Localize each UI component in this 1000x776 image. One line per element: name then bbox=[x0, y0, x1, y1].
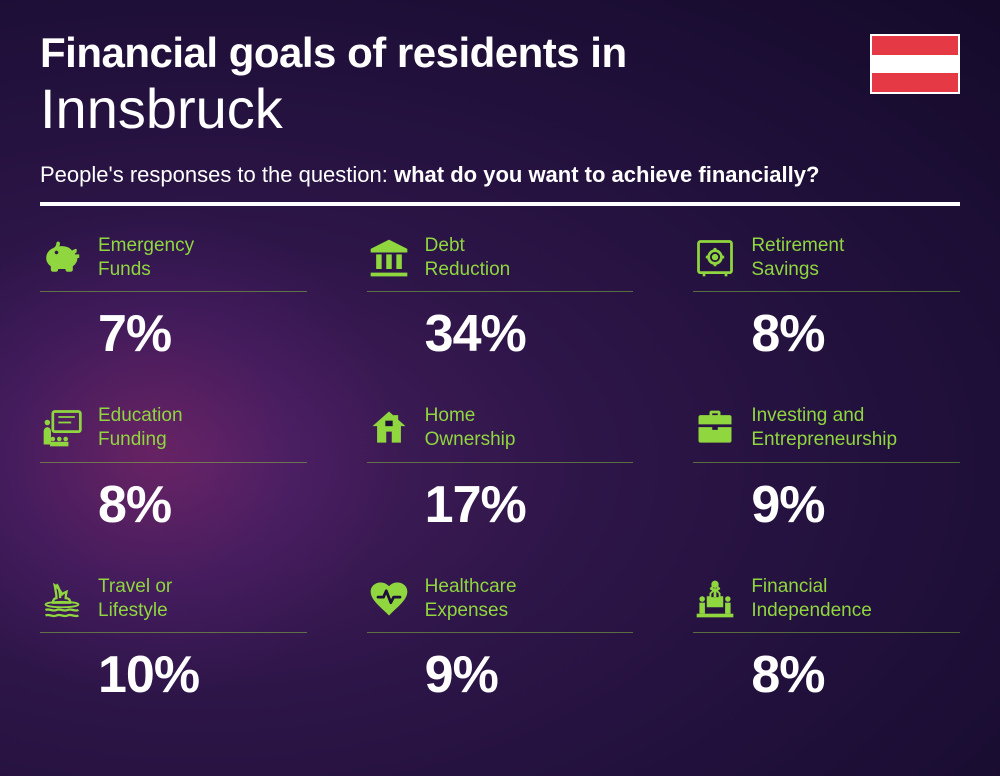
item-header: FinancialIndependence bbox=[693, 575, 960, 634]
subtitle: People's responses to the question: what… bbox=[40, 162, 960, 188]
item-healthcare: HealthcareExpenses 9% bbox=[367, 575, 634, 706]
item-value: 7% bbox=[40, 304, 307, 364]
header-row: Financial goals of residents in Innsbruc… bbox=[40, 30, 960, 140]
travel-icon bbox=[40, 577, 84, 621]
item-retirement-savings: RetirementSavings 8% bbox=[693, 234, 960, 365]
item-label: HealthcareExpenses bbox=[425, 575, 517, 623]
item-label: DebtReduction bbox=[425, 234, 511, 282]
flag-stripe-2 bbox=[872, 73, 958, 92]
item-label: FinancialIndependence bbox=[751, 575, 871, 623]
education-icon bbox=[40, 406, 84, 450]
item-header: EducationFunding bbox=[40, 404, 307, 463]
healthcare-icon bbox=[367, 577, 411, 621]
item-value: 8% bbox=[40, 475, 307, 535]
independence-icon bbox=[693, 577, 737, 621]
title-line1: Financial goals of residents in bbox=[40, 30, 870, 76]
piggy-bank-icon bbox=[40, 236, 84, 280]
item-header: HealthcareExpenses bbox=[367, 575, 634, 634]
flag-stripe-1 bbox=[872, 55, 958, 74]
item-investing: Investing andEntrepreneurship 9% bbox=[693, 404, 960, 535]
item-label: EducationFunding bbox=[98, 404, 183, 452]
item-header: DebtReduction bbox=[367, 234, 634, 293]
divider bbox=[40, 202, 960, 206]
item-header: HomeOwnership bbox=[367, 404, 634, 463]
item-label: EmergencyFunds bbox=[98, 234, 194, 282]
item-value: 9% bbox=[693, 475, 960, 535]
item-label: HomeOwnership bbox=[425, 404, 516, 452]
item-value: 10% bbox=[40, 645, 307, 705]
item-travel-lifestyle: Travel orLifestyle 10% bbox=[40, 575, 307, 706]
item-header: EmergencyFunds bbox=[40, 234, 307, 293]
item-value: 9% bbox=[367, 645, 634, 705]
items-grid: EmergencyFunds 7% DebtReduction 34% Reti… bbox=[40, 234, 960, 706]
briefcase-icon bbox=[693, 406, 737, 450]
item-value: 8% bbox=[693, 304, 960, 364]
item-value: 17% bbox=[367, 475, 634, 535]
item-label: Travel orLifestyle bbox=[98, 575, 172, 623]
item-education-funding: EducationFunding 8% bbox=[40, 404, 307, 535]
item-debt-reduction: DebtReduction 34% bbox=[367, 234, 634, 365]
item-financial-independence: FinancialIndependence 8% bbox=[693, 575, 960, 706]
item-header: Investing andEntrepreneurship bbox=[693, 404, 960, 463]
flag-stripe-0 bbox=[872, 36, 958, 55]
item-value: 34% bbox=[367, 304, 634, 364]
item-emergency-funds: EmergencyFunds 7% bbox=[40, 234, 307, 365]
subtitle-bold: what do you want to achieve financially? bbox=[394, 162, 819, 187]
title-block: Financial goals of residents in Innsbruc… bbox=[40, 30, 870, 140]
item-header: RetirementSavings bbox=[693, 234, 960, 293]
item-home-ownership: HomeOwnership 17% bbox=[367, 404, 634, 535]
item-value: 8% bbox=[693, 645, 960, 705]
item-header: Travel orLifestyle bbox=[40, 575, 307, 634]
safe-icon bbox=[693, 236, 737, 280]
item-label: RetirementSavings bbox=[751, 234, 844, 282]
home-icon bbox=[367, 406, 411, 450]
subtitle-prefix: People's responses to the question: bbox=[40, 162, 394, 187]
item-label: Investing andEntrepreneurship bbox=[751, 404, 897, 452]
title-city: Innsbruck bbox=[40, 78, 870, 140]
austria-flag-icon bbox=[870, 34, 960, 94]
bank-icon bbox=[367, 236, 411, 280]
